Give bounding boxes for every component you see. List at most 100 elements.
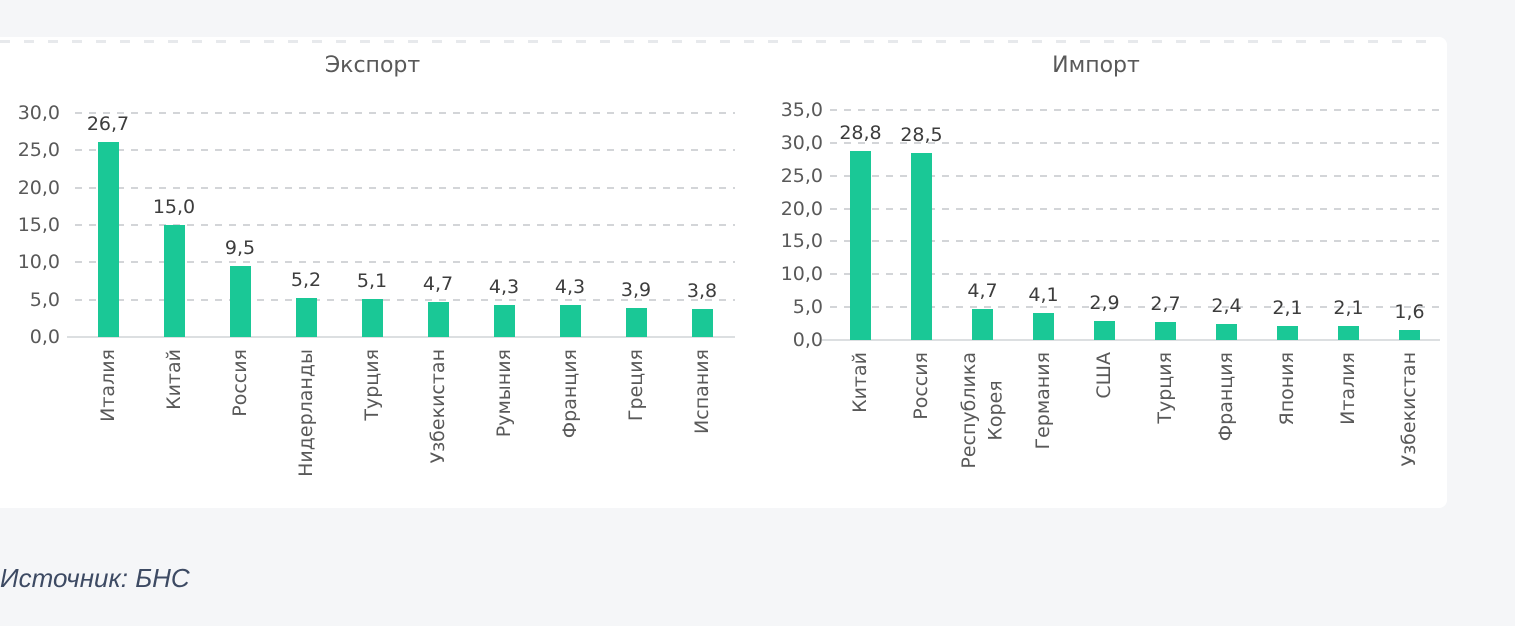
category-label: Китай bbox=[849, 352, 872, 413]
y-axis-tick-label: 30,0 bbox=[780, 131, 823, 154]
bar bbox=[1033, 313, 1054, 340]
y-axis-tick-label: 15,0 bbox=[17, 214, 60, 236]
category-label: Испания bbox=[690, 349, 713, 434]
y-axis-tick-label: 25,0 bbox=[17, 139, 60, 162]
y-axis-tick-label: 5,0 bbox=[792, 296, 823, 319]
category-label: Франция bbox=[558, 349, 581, 439]
gridline bbox=[830, 174, 1440, 177]
category-label-slot: Республика Корея bbox=[952, 352, 1013, 505]
x-axis-line bbox=[67, 336, 735, 338]
x-axis-line bbox=[822, 339, 1440, 341]
bar-slot: 28,5 bbox=[891, 110, 952, 340]
bar bbox=[691, 308, 713, 337]
bar-value-label: 4,3 bbox=[488, 275, 520, 298]
bar-value-label: 2,7 bbox=[1150, 293, 1181, 316]
bar bbox=[163, 225, 185, 337]
category-label: Италия bbox=[1337, 352, 1360, 425]
bar-slot: 4,3 bbox=[537, 113, 603, 337]
bar bbox=[493, 304, 515, 337]
import-chart-title: Импорт bbox=[1052, 53, 1140, 78]
bar bbox=[1277, 326, 1298, 340]
bar bbox=[625, 307, 647, 337]
category-label: Республика Корея bbox=[957, 352, 1007, 469]
charts-card: Экспорт 30,0 25,0 20,0 15,0 10,0 5,0 0,0 26,7 1… bbox=[0, 37, 1447, 508]
bar-value-label: 3,8 bbox=[686, 279, 718, 302]
gridline bbox=[75, 298, 735, 301]
category-label-slot: Россия bbox=[891, 352, 952, 505]
gridline bbox=[75, 224, 735, 226]
bar-value-label: 2,1 bbox=[1272, 297, 1303, 320]
bar bbox=[427, 301, 449, 337]
y-axis-tick-label: 15,0 bbox=[780, 230, 823, 253]
bar-value-label: 15,0 bbox=[152, 196, 196, 218]
bar-value-label: 5,2 bbox=[290, 269, 322, 292]
card-top-dashed-line bbox=[0, 40, 1437, 43]
category-label: Узбекистан bbox=[426, 349, 449, 464]
category-label: Россия bbox=[228, 349, 251, 417]
bar bbox=[850, 150, 871, 340]
bar-slot: 2,1 bbox=[1318, 110, 1379, 340]
bar-value-label: 3,9 bbox=[620, 278, 652, 301]
bar-value-label: 1,6 bbox=[1394, 300, 1425, 323]
category-label: Китай bbox=[162, 349, 185, 410]
category-label-slot: Турция bbox=[339, 349, 405, 505]
category-label: Нидерланды bbox=[294, 349, 317, 477]
import-chart: Импорт 35,0 30,0 25,0 20,0 15,0 10,0 5,0 0,0 28… bbox=[745, 37, 1447, 508]
category-label: Япония bbox=[1276, 352, 1299, 426]
import-y-axis: 35,0 30,0 25,0 20,0 15,0 10,0 5,0 0,0 bbox=[745, 99, 825, 351]
import-plot-area: 28,8 28,5 4,7 4,1 2,9 2,7 2,4 2,1 2,1 1,6 bbox=[822, 109, 1440, 341]
bar-value-label: 9,5 bbox=[224, 237, 256, 260]
bar-slot: 4,7 bbox=[952, 110, 1013, 340]
bar-slot: 3,8 bbox=[669, 113, 735, 337]
export-chart-title: Экспорт bbox=[324, 53, 421, 78]
category-label: Германия bbox=[1032, 352, 1055, 450]
category-label: Узбекистан bbox=[1398, 352, 1421, 467]
bar bbox=[1338, 326, 1359, 340]
category-label-slot: Узбекистан bbox=[1379, 352, 1440, 505]
category-label-slot: Россия bbox=[207, 349, 273, 505]
category-label-slot: Италия bbox=[75, 349, 141, 505]
y-axis-tick-label: 0,0 bbox=[792, 329, 823, 351]
bar-value-label: 4,7 bbox=[967, 280, 998, 303]
export-chart: Экспорт 30,0 25,0 20,0 15,0 10,0 5,0 0,0 26,7 1… bbox=[0, 37, 745, 508]
gridline bbox=[830, 109, 1440, 111]
gridline bbox=[830, 207, 1440, 210]
bar-value-label: 28,5 bbox=[900, 123, 943, 146]
bar bbox=[295, 298, 317, 337]
gridline bbox=[830, 141, 1440, 144]
category-label-slot: Франция bbox=[537, 349, 603, 505]
bar-value-label: 26,7 bbox=[86, 113, 130, 135]
y-axis-tick-label: 35,0 bbox=[780, 99, 823, 121]
bar-slot: 4,3 bbox=[471, 113, 537, 337]
bar bbox=[1155, 322, 1176, 340]
bar-slot: 5,2 bbox=[273, 113, 339, 337]
bar-slot: 9,5 bbox=[207, 113, 273, 337]
category-label: Турция bbox=[1154, 352, 1177, 424]
y-axis-tick-label: 10,0 bbox=[17, 251, 60, 274]
import-x-axis-labels: Китай Россия Республика Корея Германия США Ту… bbox=[830, 352, 1440, 505]
y-axis-tick-label: 5,0 bbox=[29, 288, 60, 311]
bar bbox=[361, 298, 383, 337]
bar-value-label: 2,1 bbox=[1333, 297, 1364, 320]
gridline bbox=[830, 273, 1440, 276]
bar-value-label: 28,8 bbox=[839, 121, 882, 144]
category-label-slot: Япония bbox=[1257, 352, 1318, 505]
gridline bbox=[75, 112, 735, 114]
bar-slot: 5,1 bbox=[339, 113, 405, 337]
category-label-slot: Узбекистан bbox=[405, 349, 471, 505]
category-label: Италия bbox=[96, 349, 119, 422]
gridline bbox=[830, 306, 1440, 309]
bar bbox=[911, 152, 932, 340]
category-label-slot: Испания bbox=[669, 349, 735, 505]
bar-value-label: 2,9 bbox=[1089, 291, 1120, 314]
source-note: Источник: БНС bbox=[0, 563, 190, 593]
bar-value-label: 4,3 bbox=[554, 275, 586, 298]
bar-slot: 26,7 bbox=[75, 113, 141, 337]
export-y-axis: 30,0 25,0 20,0 15,0 10,0 5,0 0,0 bbox=[0, 102, 62, 348]
category-label-slot: Италия bbox=[1318, 352, 1379, 505]
bar-slot: 28,8 bbox=[830, 110, 891, 340]
bar bbox=[1399, 329, 1420, 340]
category-label-slot: Франция bbox=[1196, 352, 1257, 505]
y-axis-tick-label: 30,0 bbox=[17, 102, 60, 124]
category-label-slot: Турция bbox=[1135, 352, 1196, 505]
